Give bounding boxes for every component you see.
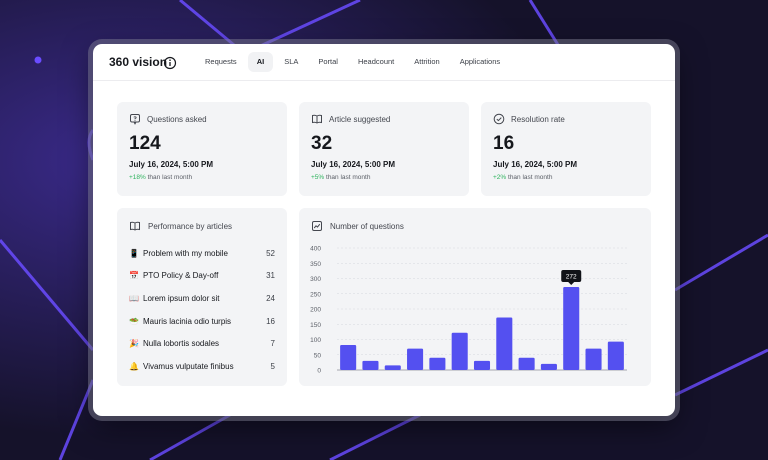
list-item[interactable]: 📖 Lorem ipsum dolor sit 24 [129, 287, 275, 310]
chart-bar[interactable] [518, 357, 535, 370]
chart-bar[interactable] [429, 357, 446, 370]
article-label: Mauris lacinia odio turpis [143, 316, 232, 326]
articles-title: Performance by articles [148, 221, 233, 231]
dashboard-window: 360 vision Requests AI SLA Portal Headco… [93, 44, 675, 416]
article-label: Vivamus vulputate finibus [143, 361, 234, 371]
stat-date: July 16, 2024, 5:00 PM [129, 160, 214, 169]
article-label: Problem with my mobile [143, 248, 228, 258]
bar-chart: 0 50 100 150 200 250 300 350 400 272 [310, 246, 627, 375]
y-tick-label: 50 [314, 352, 322, 359]
list-item[interactable]: 📅 PTO Policy & Day-off 31 [129, 265, 275, 288]
app-title: 360 vision [109, 55, 168, 69]
book-icon [130, 221, 140, 231]
article-count: 5 [270, 361, 275, 371]
y-tick-label: 200 [310, 307, 321, 314]
stat-value: 32 [311, 133, 333, 154]
chart-bar[interactable] [407, 348, 424, 370]
stat-card-questions-asked: Questions asked 124 July 16, 2024, 5:00 … [117, 102, 287, 196]
tab-applications[interactable]: Applications [459, 57, 501, 66]
chart-bar[interactable] [496, 317, 513, 370]
stat-change-percent: +5% [311, 174, 325, 181]
list-item[interactable]: 🔔 Vivamus vulputate finibus 5 [129, 355, 275, 378]
tooltip-arrow [568, 282, 575, 286]
list-item[interactable]: 📱 Problem with my mobile 52 [129, 242, 275, 265]
chart-icon [312, 221, 322, 231]
chart-bar[interactable] [473, 360, 491, 370]
stat-date: July 16, 2024, 5:00 PM [311, 160, 396, 169]
chart-bar[interactable] [585, 348, 602, 370]
article-label: Lorem ipsum dolor sit [143, 293, 220, 303]
info-icon[interactable] [163, 56, 177, 70]
tab-sla[interactable]: SLA [284, 57, 299, 66]
article-count: 7 [270, 339, 275, 349]
questions-chart-card: Number of questions 0 50 100 150 200 250 300 35… [299, 208, 651, 386]
article-label: Nulla lobortis sodales [143, 339, 220, 349]
y-tick-label: 250 [310, 291, 321, 298]
chart-bar[interactable] [362, 360, 379, 370]
stat-title: Article suggested [329, 114, 391, 124]
stat-change-suffix: than last month [506, 174, 553, 181]
y-tick-label: 100 [310, 337, 321, 344]
stat-change-suffix: than last month [145, 174, 193, 181]
bell-icon: 🔔 [129, 361, 139, 371]
stat-card-article-suggested: Article suggested 32 July 16, 2024, 5:00… [299, 102, 469, 196]
y-tick-label: 0 [317, 368, 321, 375]
list-item[interactable]: 🎉 Nulla lobortis sodales 7 [129, 332, 275, 355]
stat-value: 124 [129, 133, 161, 154]
open-book-icon: 📖 [129, 293, 139, 303]
article-count: 24 [266, 293, 275, 303]
tab-bar: Requests AI SLA Portal Headcount Attriti… [196, 52, 509, 72]
tab-requests[interactable]: Requests [205, 57, 237, 66]
stat-change-suffix: than last month [324, 174, 371, 181]
y-tick-label: 300 [310, 276, 321, 283]
top-bar: 360 vision Requests AI SLA Portal Headco… [93, 44, 675, 81]
article-label: PTO Policy & Day-off [143, 271, 219, 281]
y-tick-label: 350 [310, 261, 321, 268]
chart-bar[interactable] [607, 341, 624, 370]
tooltip-label: 272 [566, 273, 577, 280]
stat-title: Questions asked [147, 114, 207, 124]
chart-bar[interactable] [451, 332, 468, 370]
stat-change: +5% than last month [311, 174, 370, 181]
chart-title: Number of questions [330, 221, 404, 231]
party-popper-icon: 🎉 [129, 339, 139, 349]
tab-attrition[interactable]: Attrition [414, 57, 440, 66]
stat-change: +2% than last month [493, 174, 552, 181]
stat-title: Resolution rate [511, 114, 565, 124]
article-count: 52 [266, 248, 275, 258]
stat-value: 16 [493, 133, 515, 154]
chart-bar[interactable] [540, 363, 557, 370]
tab-ai[interactable]: AI [247, 52, 274, 72]
article-count: 16 [266, 316, 275, 326]
articles-card: Performance by articles 📱 Problem with my… [117, 208, 287, 386]
list-item[interactable]: 🥗 Mauris lacinia odio turpis 16 [129, 310, 275, 333]
article-list: 📱 Problem with my mobile 52 📅 PTO Policy & … [129, 242, 275, 378]
stat-change: +18% than last month [129, 174, 192, 181]
book-icon [312, 114, 322, 124]
stat-date: July 16, 2024, 5:00 PM [493, 160, 578, 169]
chart-bar[interactable] [563, 287, 580, 370]
stat-change-percent: +2% [493, 174, 507, 181]
question-bubble-icon [130, 114, 140, 125]
tab-portal[interactable]: Portal [318, 57, 338, 66]
salad-bowl-icon: 🥗 [129, 316, 139, 326]
calendar-icon: 📅 [129, 271, 139, 281]
chart-bar[interactable] [340, 344, 357, 370]
chart-bar[interactable] [384, 365, 401, 370]
tab-headcount[interactable]: Headcount [357, 57, 395, 66]
y-tick-label: 400 [310, 246, 321, 253]
stat-change-percent: +18% [129, 174, 146, 181]
article-count: 31 [266, 271, 275, 281]
check-circle-icon [493, 113, 505, 125]
y-tick-label: 150 [310, 322, 321, 329]
tooltip-box [561, 270, 582, 283]
mobile-phone-icon: 📱 [129, 248, 139, 258]
stat-card-resolution-rate: Resolution rate 16 July 16, 2024, 5:00 P… [481, 102, 651, 196]
